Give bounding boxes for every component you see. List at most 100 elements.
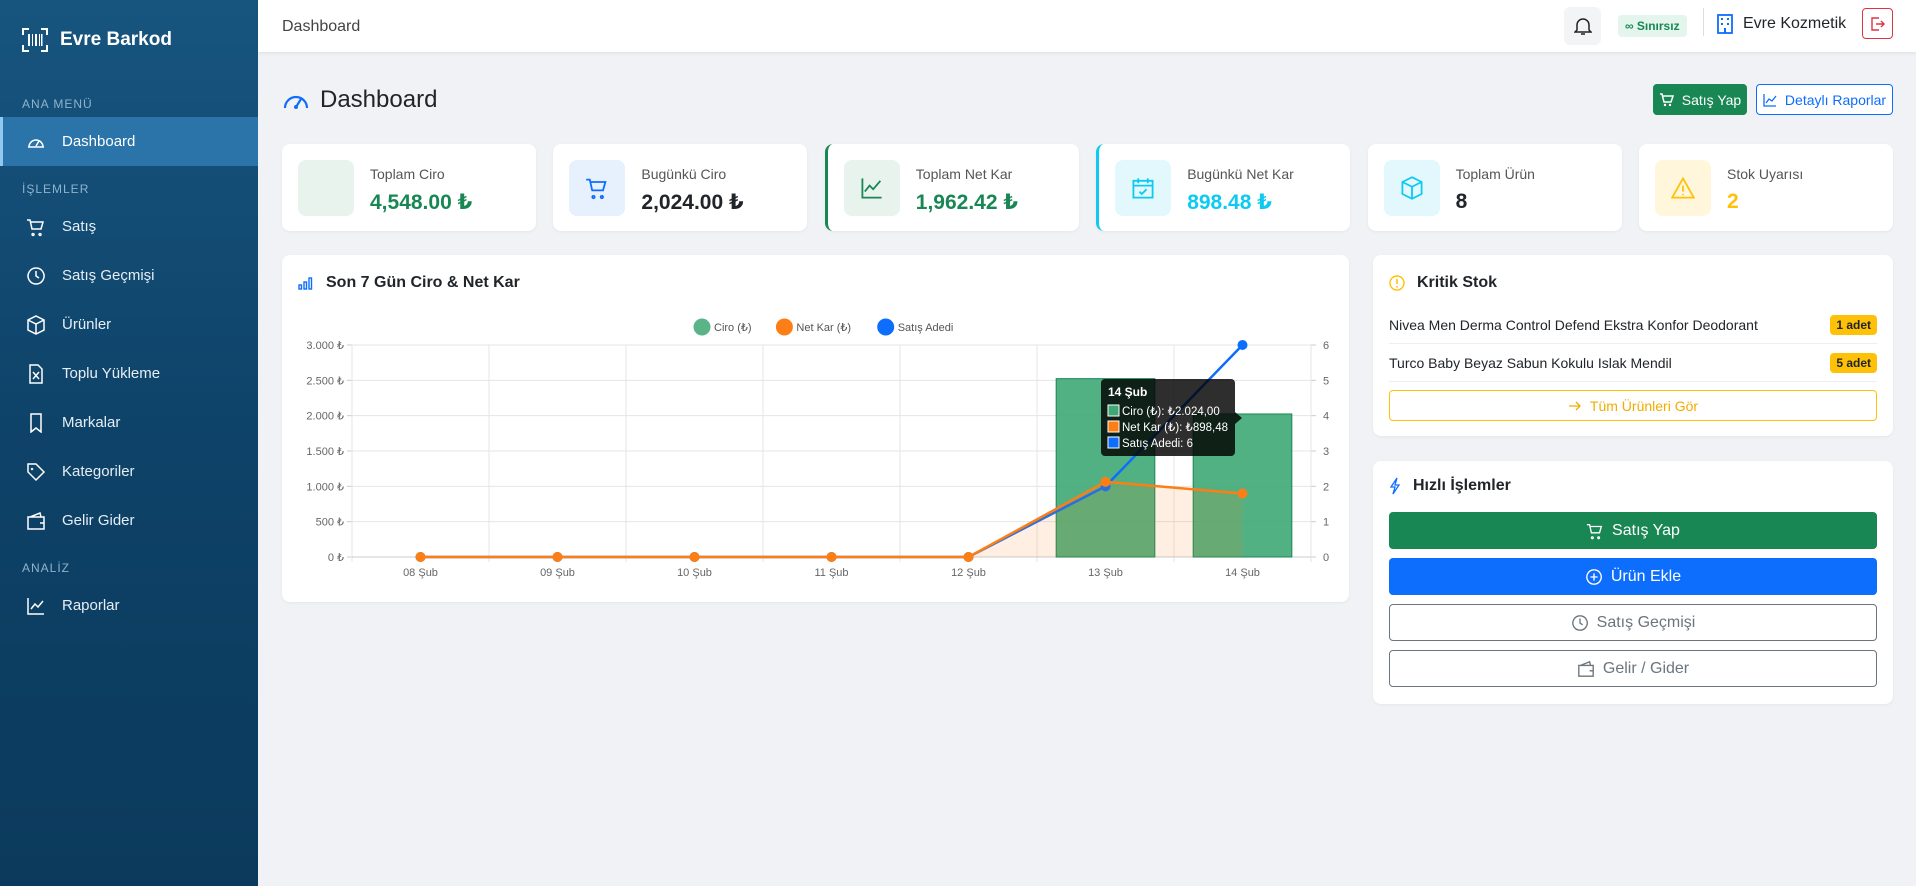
tooltip-swatch: [1107, 404, 1120, 417]
nav-label: Satış Geçmişi: [62, 267, 155, 284]
icon: [1401, 176, 1423, 200]
page-header: Dashboard: [282, 84, 437, 116]
y-tick-label: 500 ₺: [316, 517, 344, 529]
legend-swatch: [877, 318, 895, 336]
stat-label: Bugünkü Ciro: [641, 166, 727, 182]
nav-item[interactable]: Toplu Yükleme: [0, 349, 258, 398]
button-label: Detaylı Raporlar: [1784, 91, 1887, 108]
y2-tick-label: 3: [1323, 446, 1329, 458]
point: [963, 552, 974, 562]
chart-panel: Son 7 Gün Ciro & Net Kar 0 ₺ 500 ₺ 1.000 ₺…: [282, 255, 1349, 602]
warning-icon: [1389, 275, 1405, 291]
bar-icon: [298, 277, 313, 290]
sale-button[interactable]: Satış Yap: [1653, 84, 1747, 115]
stat-icon: [569, 160, 626, 216]
company[interactable]: Evre Kozmetik: [1717, 0, 1846, 48]
x-tick-label: 12 Şub: [951, 567, 986, 579]
panel-title: Kritik Stok: [1417, 274, 1498, 291]
topbar-title: Dashboard: [282, 17, 361, 35]
y-tick-label: 2.000 ₺: [306, 411, 344, 423]
tooltip-caret: [1235, 412, 1242, 424]
stat-card: Stok Uyarısı 2: [1639, 144, 1893, 231]
nav-item[interactable]: Ürünler: [0, 300, 258, 349]
nav-label: Ürünler: [62, 316, 112, 333]
quick-button[interactable]: Gelir / Gider: [1389, 650, 1877, 687]
arrow-icon: [1568, 401, 1581, 410]
icon: [1671, 176, 1695, 199]
stock-name: Nivea Men Derma Control Defend Ekstra Ko…: [1389, 316, 1758, 333]
all-products-button[interactable]: Tüm Ürünleri Gör: [1389, 390, 1877, 421]
nav-item[interactable]: Markalar: [0, 398, 258, 447]
icon: [28, 138, 44, 148]
nav-item[interactable]: Dashboard: [0, 117, 258, 166]
nav-label: Raporlar: [62, 597, 120, 614]
tooltip-line: Ciro (₺): ₺2.024,00: [1122, 406, 1220, 418]
stat-card: Toplam Net Kar 1,962.42 ₺: [824, 144, 1079, 231]
nav-section-title: İŞLEMLER: [22, 182, 90, 196]
nav-item[interactable]: Gelir Gider: [0, 496, 258, 545]
sidebar: Evre Barkod ANA MENÜ Dashboard İŞLEMLER Sat…: [0, 0, 258, 886]
x-tick-label: 14 Şub: [1225, 567, 1260, 579]
stat-icon: [298, 160, 354, 216]
stat-value: 2,024.00 ₺: [641, 191, 744, 214]
brand[interactable]: Evre Barkod: [0, 0, 258, 80]
reports-button[interactable]: Detaylı Raporlar: [1756, 84, 1893, 115]
button-label: Gelir / Gider: [1602, 659, 1690, 677]
building-icon: [1717, 14, 1733, 34]
stock-badge: 5 adet: [1830, 352, 1877, 373]
button-label: Satış Geçmişi: [1596, 613, 1696, 631]
icon: [27, 266, 45, 285]
legend-swatch: [693, 318, 711, 336]
bell-icon: [1573, 18, 1592, 35]
button-label: Satış Yap: [1612, 521, 1680, 539]
button-label: Tüm Ürünleri Gör: [1589, 397, 1699, 414]
quick-button[interactable]: Satış Yap: [1389, 512, 1877, 549]
tooltip-swatch: [1107, 420, 1120, 433]
quick-actions-panel: Hızlı İşlemler Satış Yap Ürün Ekle Satış G…: [1373, 461, 1893, 704]
nav-item[interactable]: Raporlar: [0, 581, 258, 630]
quick-button[interactable]: Ürün Ekle: [1389, 558, 1877, 595]
logout-button[interactable]: [1862, 8, 1893, 39]
chart: 0 ₺ 500 ₺ 1.000 ₺ 1.500 ₺ 2.000 ₺ 2.500 ₺ 3.00…: [306, 318, 1329, 579]
stat-card: Toplam Ürün 8: [1367, 144, 1622, 231]
stat-label: Bugünkü Net Kar: [1187, 166, 1294, 182]
stat-icon: [1115, 160, 1172, 216]
stat-label: Toplam Ürün: [1455, 166, 1535, 182]
stat-label: Toplam Ciro: [370, 166, 445, 182]
icon: [29, 363, 43, 384]
stat-label: Stok Uyarısı: [1727, 166, 1804, 182]
tooltip-line: Net Kar (₺): ₺898,48: [1122, 422, 1228, 434]
panel-header: Kritik Stok: [1389, 271, 1497, 295]
icon: [1132, 178, 1154, 199]
nav-label: Gelir Gider: [62, 512, 135, 529]
legend-label: Net Kar (₺): [796, 322, 851, 334]
point: [552, 552, 563, 562]
quick-button[interactable]: Satış Geçmişi: [1389, 604, 1877, 641]
icon: [1586, 568, 1602, 585]
stat-value: 8: [1455, 190, 1468, 213]
stock-badge: 1 adet: [1830, 314, 1877, 335]
x-tick-label: 08 Şub: [403, 567, 438, 579]
critical-stock-panel: Kritik Stok Nivea Men Derma Control Defe…: [1373, 255, 1893, 436]
legend-label: Satış Adedi: [898, 322, 954, 334]
nav-item[interactable]: Satış: [0, 202, 258, 251]
nav-label: Markalar: [62, 414, 121, 431]
tooltip-box: [1101, 379, 1235, 456]
y2-tick-label: 1: [1323, 517, 1329, 529]
icon: [27, 314, 45, 335]
divider: [1703, 8, 1704, 36]
button-label: Ürün Ekle: [1610, 567, 1682, 585]
icon: [1578, 660, 1594, 677]
nav-item[interactable]: Satış Geçmişi: [0, 251, 258, 300]
nav: ANA MENÜ Dashboard İŞLEMLER Satış Satış Geçm…: [0, 80, 258, 630]
stat-label: Toplam Net Kar: [915, 166, 1013, 182]
stock-list: Nivea Men Derma Control Defend Ekstra Ko…: [1389, 306, 1877, 382]
stat-value: 2: [1727, 190, 1739, 213]
bolt-icon: [1389, 477, 1401, 495]
nav-section-title: ANA MENÜ: [22, 97, 93, 111]
nav-item[interactable]: Kategoriler: [0, 447, 258, 496]
notification-button[interactable]: [1564, 7, 1601, 45]
point: [1237, 340, 1248, 350]
nav-label: Satış: [62, 218, 97, 235]
license-badge: ∞ Sınırsız: [1618, 15, 1687, 37]
